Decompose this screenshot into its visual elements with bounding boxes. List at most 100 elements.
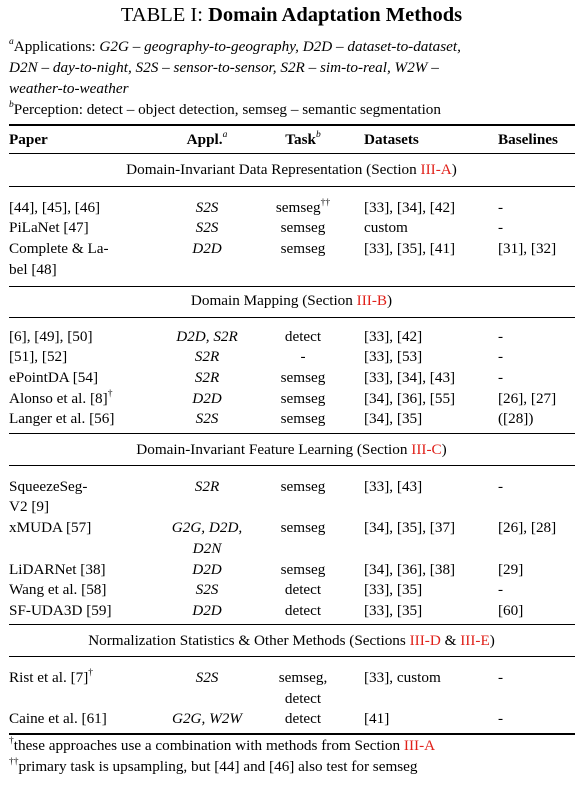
row-task: detect: [284, 581, 322, 598]
row-datasets: [33], [43]: [364, 478, 423, 495]
row-paper: PiLaNet [47]: [9, 219, 89, 236]
row-baselines: [26], [28]: [498, 519, 557, 536]
row-datasets: [34], [36], [55]: [364, 390, 456, 407]
row-appl-cont: D2N: [192, 540, 222, 557]
top-rule: [9, 124, 575, 126]
row-task: semseg: [280, 219, 326, 236]
row-task: semseg: [280, 390, 326, 407]
row-paper: [6], [49], [50]: [9, 328, 93, 345]
row-appl: D2D: [192, 390, 222, 407]
row-task: semseg††: [275, 197, 331, 216]
applications-note-line2: D2N – day-to-night, S2S – sensor-to-sens…: [9, 59, 439, 76]
row-task: semseg: [280, 519, 326, 536]
row-task: -: [300, 348, 306, 365]
row-paper: Caine et al. [61]: [9, 710, 107, 727]
row-task: semseg: [280, 240, 326, 257]
row-task: detect: [284, 710, 322, 727]
table-title: TABLE I: Domain Adaptation Methods: [0, 4, 583, 27]
table-label: TABLE I:: [120, 4, 203, 26]
row-task-cont: detect: [284, 690, 322, 707]
row-datasets: [34], [35]: [364, 410, 423, 427]
row-task: detect: [284, 328, 322, 345]
row-datasets: [33], [42]: [364, 328, 423, 345]
row-datasets: custom: [364, 219, 408, 236]
row-appl: D2D: [192, 602, 222, 619]
row-appl: S2S: [195, 581, 219, 598]
applications-note-line3: weather-to-weather: [9, 80, 129, 97]
row-paper: Complete & La-: [9, 240, 109, 257]
row-appl: D2D: [192, 561, 222, 578]
applications-note: aApplications: G2G – geography-to-geogra…: [9, 36, 461, 55]
section-rule: [9, 624, 575, 625]
row-task: detect: [284, 602, 322, 619]
row-paper: Alonso et al. [8]†: [9, 388, 113, 407]
row-appl: S2S: [195, 410, 219, 427]
section-rule: [9, 186, 575, 187]
section-rule: [9, 433, 575, 434]
section-heading: Domain Mapping (Section III-B): [190, 292, 393, 309]
section-rule: [9, 465, 575, 466]
row-appl: S2R: [194, 348, 220, 365]
row-baselines: -: [498, 581, 504, 598]
row-paper: Rist et al. [7]†: [9, 667, 94, 686]
header-task: Taskb: [285, 129, 321, 148]
row-baselines: -: [498, 669, 504, 686]
section-heading: Domain-Invariant Feature Learning (Secti…: [136, 441, 447, 458]
row-datasets: [33], [34], [42]: [364, 199, 456, 216]
row-task: semseg: [280, 561, 326, 578]
row-datasets: [33], [35]: [364, 581, 423, 598]
header-rule: [9, 153, 575, 154]
table-caption: Domain Adaptation Methods: [208, 4, 463, 26]
row-paper: SqueezeSeg-: [9, 478, 88, 495]
header-datasets: Datasets: [364, 131, 419, 148]
row-datasets: [33], [35]: [364, 602, 423, 619]
section-rule: [9, 317, 575, 318]
row-paper: [44], [45], [46]: [9, 199, 101, 216]
row-datasets: [33], custom: [364, 669, 441, 686]
row-paper-cont: bel [48]: [9, 261, 57, 278]
row-paper: Langer et al. [56]: [9, 410, 115, 427]
row-paper: Wang et al. [58]: [9, 581, 107, 598]
row-baselines: -: [498, 348, 504, 365]
bottom-rule: [9, 733, 575, 735]
row-paper: ePointDA [54]: [9, 369, 99, 386]
header-paper: Paper: [9, 131, 48, 148]
row-appl: S2S: [195, 219, 219, 236]
row-appl: S2S: [195, 669, 219, 686]
row-baselines: -: [498, 219, 504, 236]
row-appl: D2D: [192, 240, 222, 257]
perception-note: bPerception: detect – object detection, …: [9, 99, 441, 118]
row-baselines: ([28]): [498, 410, 534, 427]
row-datasets: [33], [35], [41]: [364, 240, 456, 257]
section-heading: Domain-Invariant Data Representation (Se…: [126, 161, 457, 178]
row-datasets: [33], [53]: [364, 348, 423, 365]
row-paper-cont: V2 [9]: [9, 498, 50, 515]
row-baselines: [29]: [498, 561, 524, 578]
row-task: semseg: [280, 478, 326, 495]
row-paper: xMUDA [57]: [9, 519, 92, 536]
row-baselines: [26], [27]: [498, 390, 557, 407]
row-task: semseg,: [278, 669, 328, 686]
row-datasets: [33], [34], [43]: [364, 369, 456, 386]
header-baselines: Baselines: [498, 131, 558, 148]
row-baselines: [31], [32]: [498, 240, 557, 257]
section-heading: Normalization Statistics & Other Methods…: [88, 632, 495, 649]
row-baselines: -: [498, 328, 504, 345]
row-appl: D2D, S2R: [176, 328, 238, 345]
row-baselines: -: [498, 710, 504, 727]
row-task: semseg: [280, 369, 326, 386]
row-appl: G2G, D2D,: [171, 519, 243, 536]
row-baselines: -: [498, 199, 504, 216]
row-datasets: [34], [36], [38]: [364, 561, 456, 578]
header-appl: Appl.a: [186, 129, 228, 148]
section-rule: [9, 656, 575, 657]
row-appl: S2S: [195, 199, 219, 216]
row-baselines: -: [498, 369, 504, 386]
row-appl: S2R: [194, 369, 220, 386]
row-paper: SF-UDA3D [59]: [9, 602, 112, 619]
row-paper: [51], [52]: [9, 348, 68, 365]
section-rule: [9, 286, 575, 287]
footnote-double-dagger: ††primary task is upsampling, but [44] a…: [9, 756, 418, 775]
row-datasets: [34], [35], [37]: [364, 519, 456, 536]
row-datasets: [41]: [364, 710, 390, 727]
